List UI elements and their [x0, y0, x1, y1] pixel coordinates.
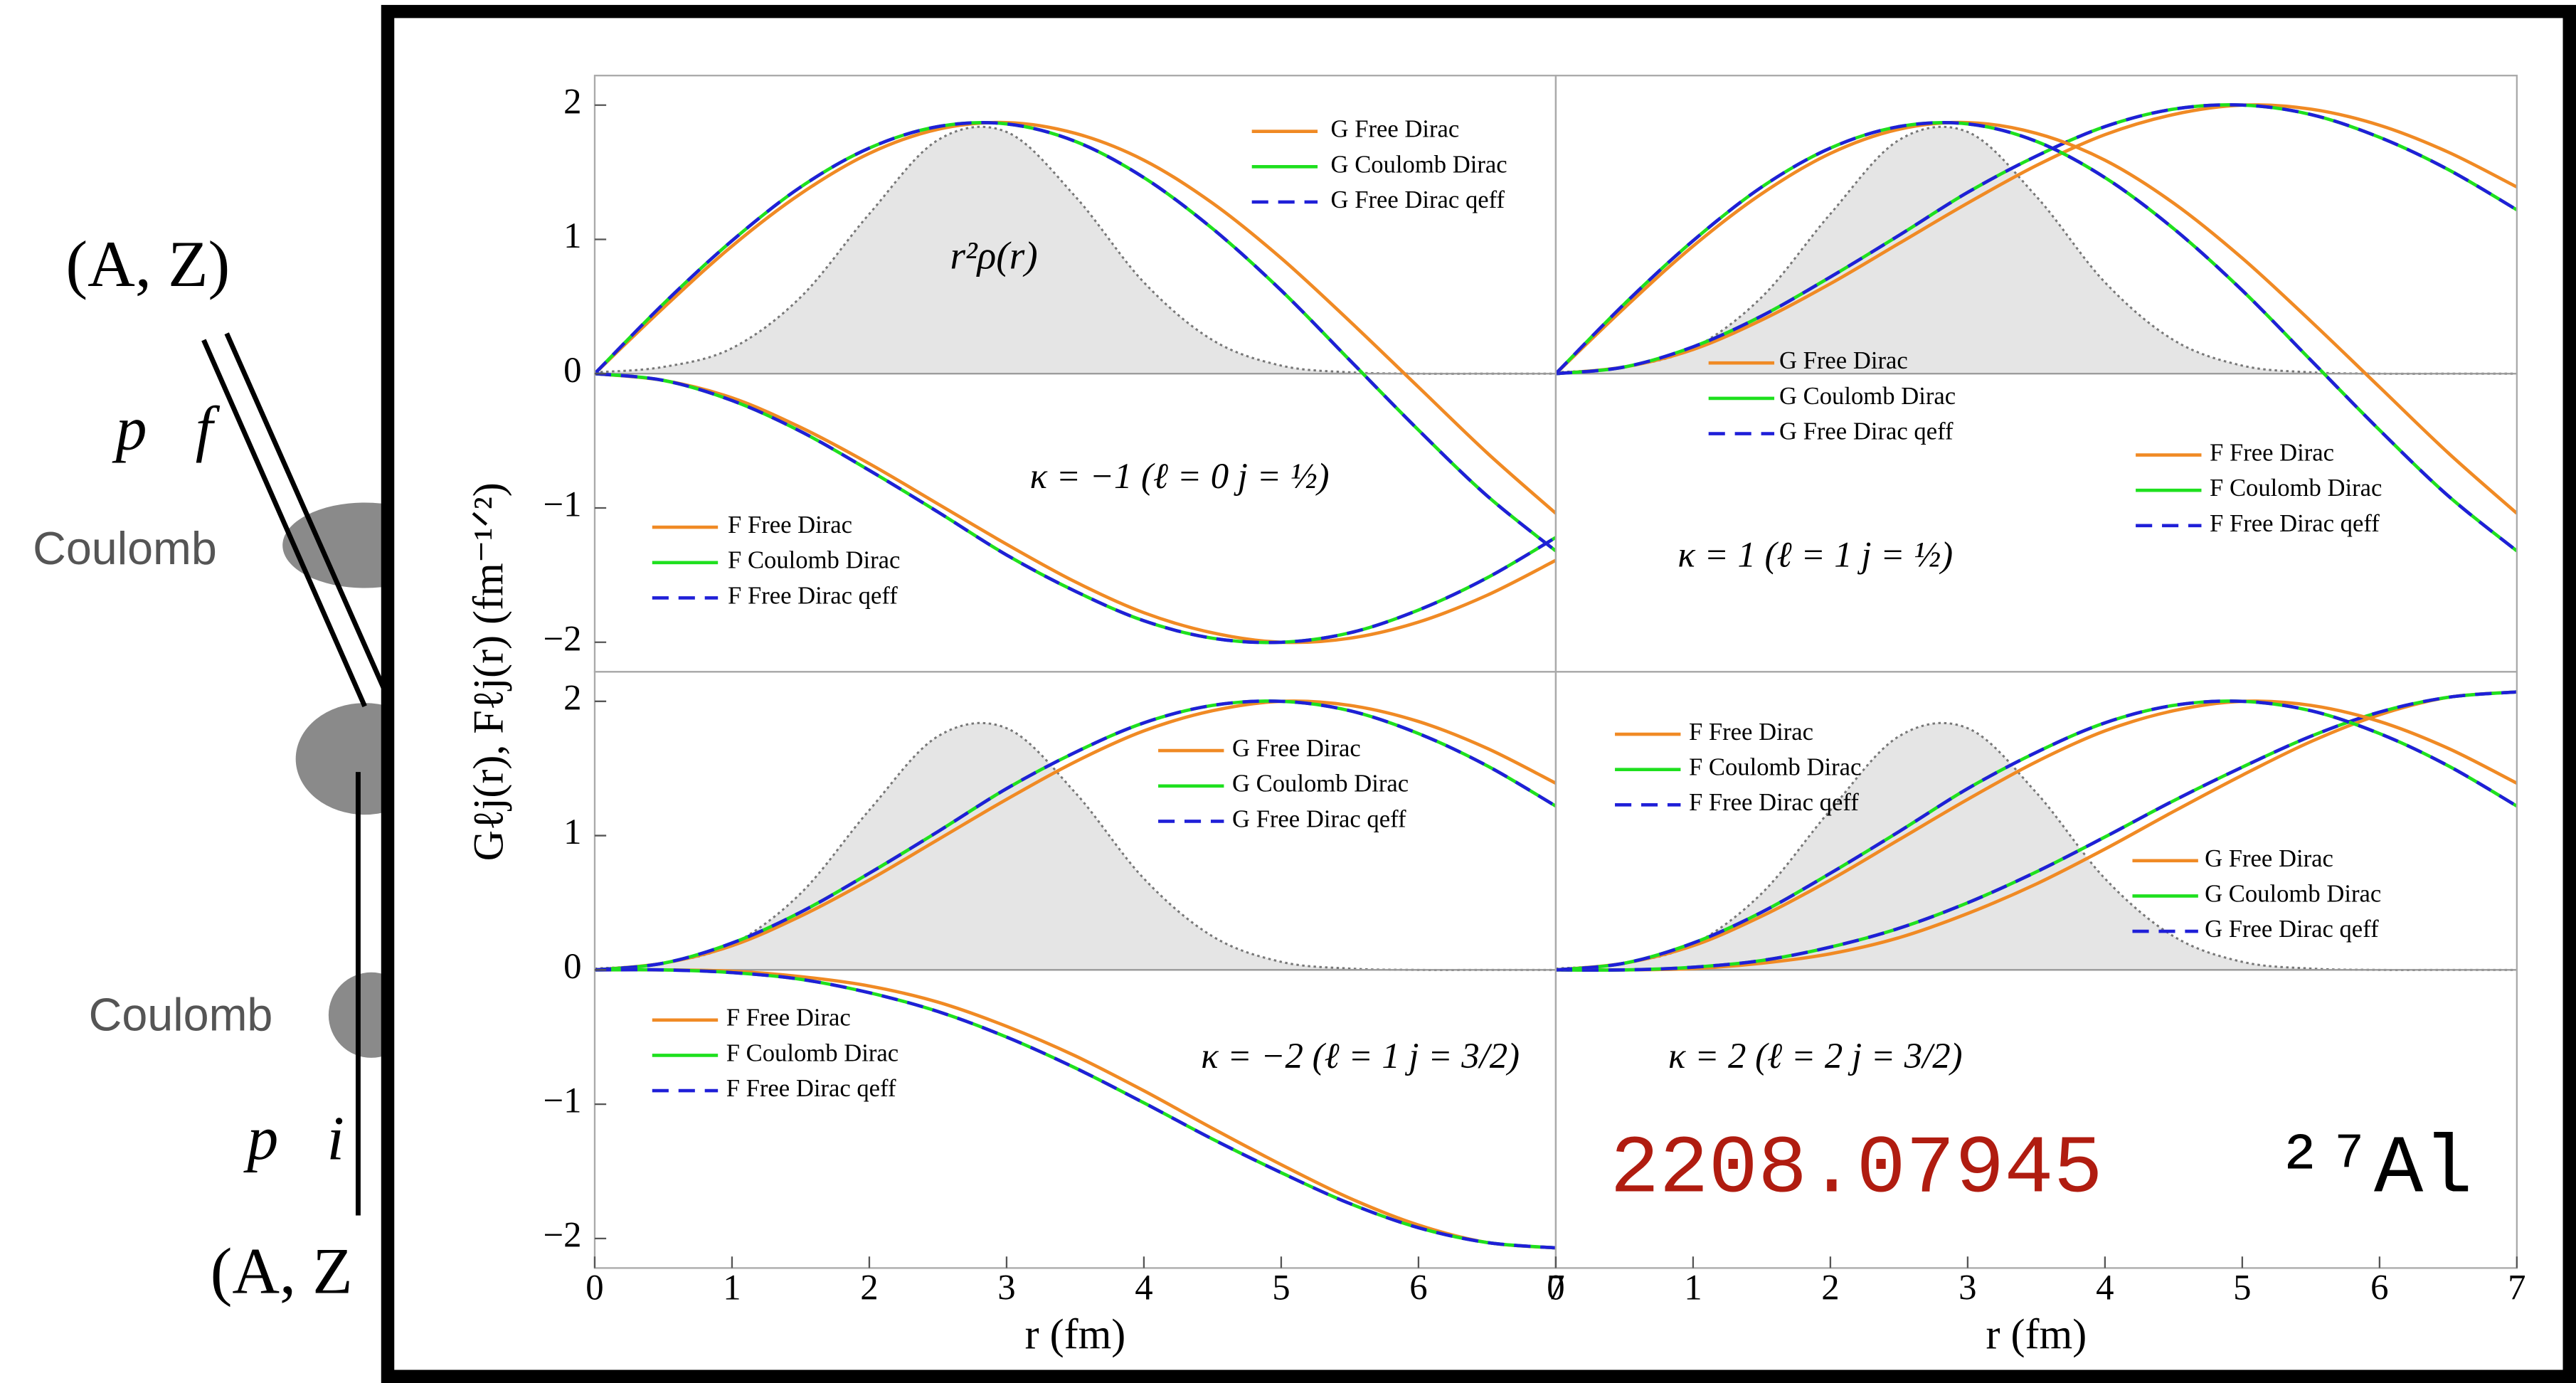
legend-label: F Free Dirac [1689, 719, 1813, 746]
x-tick-label: 3 [997, 1267, 1015, 1307]
y-tick-label: 1 [563, 812, 581, 852]
legend-label: G Free Dirac [2205, 845, 2333, 872]
series-line [594, 120, 1556, 515]
y-tick-label: 0 [563, 350, 581, 390]
x-tick-label: 0 [1547, 1267, 1564, 1307]
y-tick-label: −2 [543, 1215, 581, 1255]
series-line [594, 699, 1556, 972]
density-area [594, 723, 1556, 970]
x-tick-label: 7 [1547, 1267, 1564, 1307]
diagram-label: Coulomb [33, 522, 217, 574]
y-tick-label: −2 [543, 618, 581, 658]
series-line [594, 699, 1556, 972]
series-line [594, 968, 1556, 1250]
legend-label: G Free Dirac [1232, 735, 1361, 762]
legend-label: G Free Dirac [1779, 347, 1908, 374]
series-line [1555, 103, 2517, 376]
figure-frame [381, 4, 2576, 1383]
x-tick-label: 6 [1409, 1267, 1427, 1307]
series-line [1555, 699, 2517, 972]
diagram-label: p⃗i [243, 1103, 344, 1172]
x-axis-label: r (fm) [1986, 1310, 2087, 1357]
series-line [594, 121, 1556, 553]
legend-label: F Free Dirac [2210, 439, 2334, 466]
legend-label: F Free Dirac [726, 1005, 851, 1032]
nucleus-label: ²⁷Al [2275, 1123, 2472, 1216]
density-area [1555, 127, 2517, 374]
x-tick-label: 2 [1821, 1267, 1839, 1307]
x-tick-label: 3 [1958, 1267, 1976, 1307]
annotation: κ = 2 (ℓ = 2 j = 3/2) [1668, 1036, 1963, 1076]
x-tick-label: 1 [723, 1267, 741, 1307]
legend-label: G Free Dirac qeff [1331, 186, 1505, 213]
x-tick-label: 4 [2096, 1267, 2114, 1307]
legend-label: G Free Dirac qeff [2205, 916, 2379, 943]
legend-label: G Coulomb Dirac [2205, 880, 2381, 907]
y-axis-label: Gℓj(r), Fℓj(r) (fm⁻¹ᐟ²) [465, 482, 512, 861]
annotation: κ = −1 (ℓ = 0 j = ½) [1030, 456, 1330, 496]
legend-label: G Coulomb Dirac [1331, 151, 1507, 178]
legend-label: G Free Dirac qeff [1779, 418, 1954, 445]
diagram-label: (A, Z) [65, 228, 230, 300]
arxiv-id: 2208.07945 [1610, 1123, 2103, 1216]
legend-label: F Coulomb Dirac [726, 1039, 899, 1066]
legend-label: F Coulomb Dirac [1689, 754, 1861, 781]
legend-label: F Free Dirac qeff [726, 1075, 896, 1102]
series-line [1555, 103, 2517, 376]
legend-label: F Free Dirac qeff [2210, 510, 2380, 537]
density-area [594, 127, 1556, 374]
series-line [594, 968, 1556, 1250]
x-tick-label: 4 [1135, 1267, 1152, 1307]
legend-label: F Free Dirac qeff [1689, 789, 1859, 816]
track [224, 332, 387, 692]
plot-frame [1554, 671, 2518, 1269]
x-tick-label: 5 [2233, 1267, 2251, 1307]
x-tick-label: 7 [2508, 1267, 2525, 1307]
track [201, 339, 367, 708]
legend-label: G Free Dirac qeff [1232, 805, 1406, 832]
legend-label: F Coulomb Dirac [2210, 475, 2382, 502]
density-label: r²ρ(r) [950, 234, 1038, 277]
plots: −2 −1 0 1 2 κ = −1 (ℓ = 0 j = ½) r²ρ(r) G Free … [543, 75, 2526, 1357]
series-line [1555, 690, 2517, 972]
diagram-label: p⃗f [112, 394, 221, 463]
x-tick-label: 1 [1684, 1267, 1702, 1307]
y-tick-label: −1 [543, 1081, 581, 1120]
series-line [594, 371, 1556, 645]
legend-label: G Coulomb Dirac [1779, 383, 1956, 410]
series-line [594, 371, 1556, 645]
y-tick-label: 2 [563, 81, 581, 121]
legend-label: F Coulomb Dirac [728, 547, 900, 574]
legend-label: G Free Dirac [1331, 116, 1460, 143]
y-tick-label: 1 [563, 216, 581, 255]
legend-label: G Coulomb Dirac [1232, 770, 1409, 798]
panel: 0 1 2 3 4 5 6 7 r (fm) κ = 2 (ℓ = 2 j = 3/2) G Fre… [1547, 671, 2526, 1357]
annotation: κ = −2 (ℓ = 1 j = 3/2) [1201, 1036, 1520, 1076]
x-tick-label: 0 [585, 1267, 603, 1307]
x-tick-label: 5 [1272, 1267, 1290, 1307]
x-tick-label: 2 [860, 1267, 878, 1307]
series-line [1555, 699, 2517, 972]
legend-label: F Free Dirac qeff [728, 582, 898, 609]
x-tick-label: 6 [2370, 1267, 2388, 1307]
y-tick-label: 0 [563, 946, 581, 986]
density-area [1555, 723, 2517, 970]
diagram: (A, Z) p⃗f Coulomb Coulomb p⃗i (A, Z [33, 228, 447, 1307]
series-line [1555, 120, 2517, 515]
panel: κ = 1 (ℓ = 1 j = ½) G Free Dirac G Coulomb… [1554, 75, 2518, 673]
legend-label: F Free Dirac [728, 512, 852, 539]
diagram-label: Coulomb [89, 989, 273, 1041]
series-line [1555, 121, 2517, 553]
x-axis-label: r (fm) [1025, 1310, 1126, 1357]
annotation: κ = 1 (ℓ = 1 j = ½) [1677, 535, 1953, 575]
y-tick-label: −1 [543, 484, 581, 524]
diagram-label: (A, Z [211, 1234, 353, 1307]
y-tick-label: 2 [563, 677, 581, 717]
